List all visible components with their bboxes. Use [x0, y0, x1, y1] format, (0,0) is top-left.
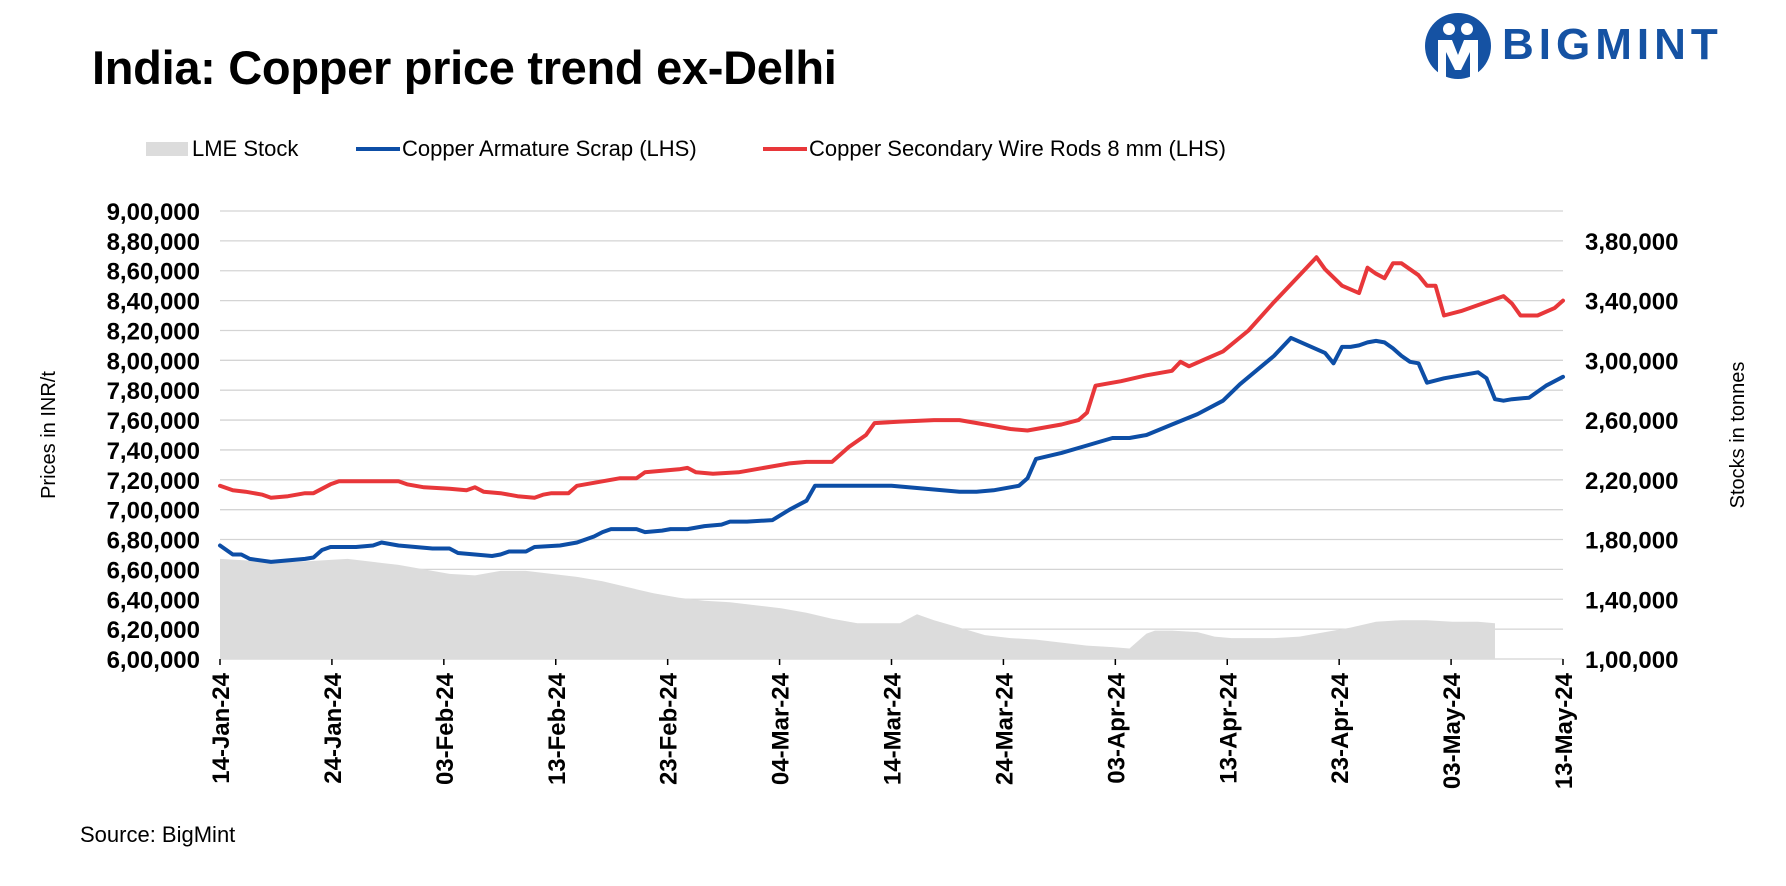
x-tick-label: 23-Feb-24 — [656, 672, 683, 785]
y-tick-left: 6,60,000 — [107, 557, 200, 584]
y-tick-left: 9,00,000 — [107, 199, 200, 226]
y-tick-left: 8,00,000 — [107, 348, 200, 375]
bigmint-logo-text: BIGMINT — [1502, 20, 1723, 69]
y-tick-right: 2,60,000 — [1585, 408, 1678, 435]
y-tick-left: 8,60,000 — [107, 259, 200, 286]
y-tick-left: 7,40,000 — [107, 438, 200, 465]
x-tick-label: 24-Mar-24 — [991, 672, 1018, 785]
y-axis-title-left: Prices in INR/t — [38, 371, 60, 499]
x-tick-label: 14-Mar-24 — [880, 672, 907, 785]
y-tick-left: 7,20,000 — [107, 468, 200, 495]
y-tick-right: 3,00,000 — [1585, 348, 1678, 375]
y-tick-left: 7,00,000 — [107, 498, 200, 525]
y-tick-right: 3,80,000 — [1585, 229, 1678, 256]
chart-title: India: Copper price trend ex-Delhi — [92, 41, 837, 94]
x-tick-label: 14-Jan-24 — [208, 672, 235, 783]
bigmint-logo-icon — [1425, 13, 1491, 79]
y-tick-left: 8,40,000 — [107, 289, 200, 316]
x-tick-label: 13-Feb-24 — [544, 672, 571, 785]
y-tick-right: 1,80,000 — [1585, 528, 1678, 555]
x-tick-label: 23-Apr-24 — [1327, 672, 1354, 783]
y-tick-left: 7,80,000 — [107, 378, 200, 405]
y-tick-right: 1,00,000 — [1585, 647, 1678, 674]
x-tick-label: 13-May-24 — [1551, 672, 1578, 789]
y-tick-left: 6,40,000 — [107, 587, 200, 614]
x-tick-label: 04-Mar-24 — [768, 672, 795, 785]
y-tick-left: 8,80,000 — [107, 229, 200, 256]
lme-stock-area-layer — [220, 558, 1495, 659]
axes-layer: 9,00,000 8,80,000 8,60,000 8,40,0008,20,000… — [38, 199, 1749, 789]
bigmint-logo: BIGMINT — [1422, 6, 1767, 86]
source-note: Source: BigMint — [80, 822, 236, 847]
copper-armature-scrap-line — [218, 335, 1565, 564]
x-tick-label: 03-Feb-24 — [432, 672, 459, 785]
legend: LME Stock Copper Armature Scrap (LHS) Copp… — [146, 136, 1226, 161]
x-tick-label: 24-Jan-24 — [320, 672, 347, 783]
x-tick-label: 13-Apr-24 — [1215, 672, 1242, 783]
price-lines-layer — [218, 255, 1565, 564]
legend-lme-stock-swatch — [146, 142, 188, 156]
copper-wire-rods-line — [218, 255, 1565, 500]
y-tick-left: 6,00,000 — [107, 647, 200, 674]
legend-copper-wire-rods-label: Copper Secondary Wire Rods 8 mm (LHS) — [809, 136, 1226, 161]
legend-lme-stock-label: LME Stock — [192, 136, 299, 161]
x-tick-label: 03-May-24 — [1439, 672, 1466, 789]
y-tick-left: 8,20,000 — [107, 318, 200, 345]
y-tick-right: 3,40,000 — [1585, 289, 1678, 316]
y-tick-left: 6,80,000 — [107, 528, 200, 555]
y-tick-left: 6,20,000 — [107, 617, 200, 644]
y-tick-left: 7,60,000 — [107, 408, 200, 435]
x-tick-label: 03-Apr-24 — [1103, 672, 1130, 783]
y-tick-right: 1,40,000 — [1585, 587, 1678, 614]
y-tick-right: 2,20,000 — [1585, 468, 1678, 495]
lme-stock-area — [220, 558, 1495, 659]
y-axis-title-right: Stocks in tonnes — [1727, 362, 1749, 509]
legend-copper-armature-scrap-label: Copper Armature Scrap (LHS) — [402, 136, 697, 161]
